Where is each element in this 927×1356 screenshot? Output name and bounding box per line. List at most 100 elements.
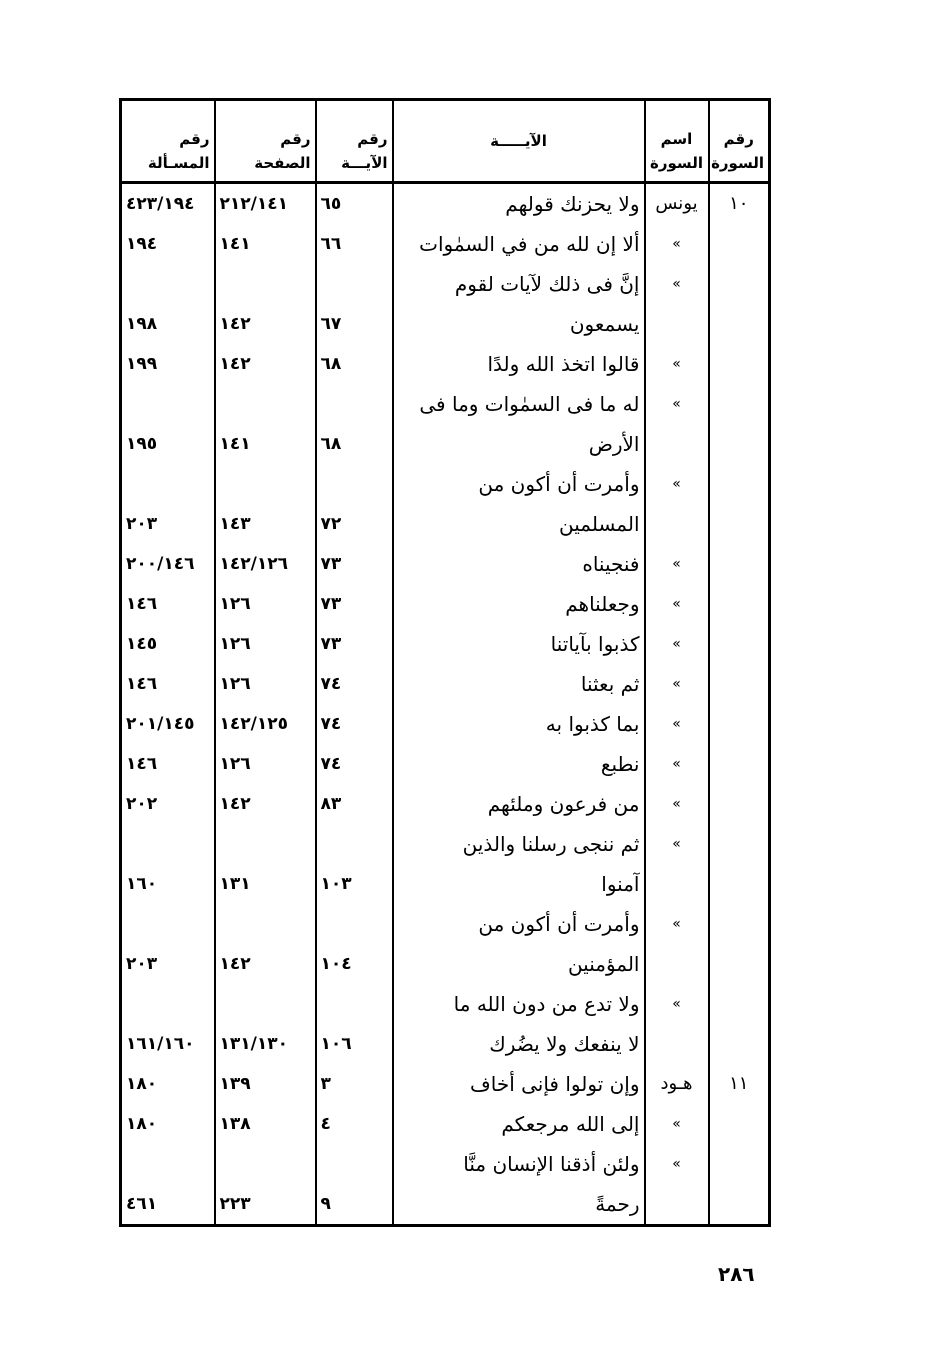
ayah-text-cell: ولا تدع من دون الله ما لا ينفعك ولا يضُرك bbox=[391, 984, 646, 1064]
ayah-line: وأمرت أن أكون من bbox=[478, 912, 640, 936]
sura-name-cell: » bbox=[643, 264, 710, 344]
issue-number-cell-text: ١٤٦ bbox=[126, 754, 158, 774]
ayah-text-cell: من فرعون وملئهم bbox=[391, 784, 646, 824]
sura-number-cell-text bbox=[714, 544, 765, 584]
page-number-cell: ١٤٢ bbox=[213, 904, 317, 984]
table-row: » وأمرت أن أكون من المسلمين ٧٢ ١٤٣ ٢٠٣ bbox=[119, 464, 771, 544]
page-number-cell-text: ١٤٢ bbox=[219, 314, 251, 334]
ayah-number-cell: ٩ bbox=[314, 1144, 394, 1226]
issue-number-cell-text: ١٩٨ bbox=[126, 314, 158, 334]
ayah-line: إلى الله مرجعكم bbox=[501, 1112, 640, 1136]
ayah-text-cell: إلى الله مرجعكم bbox=[391, 1104, 646, 1144]
sura-name-cell-text: » bbox=[672, 716, 681, 732]
sura-name-cell: » bbox=[643, 704, 710, 744]
page-number-cell: ١٤١ bbox=[213, 384, 317, 464]
page-number-cell-text: ١٤٢/١٢٦ bbox=[219, 554, 288, 574]
issue-number-cell: ١٨٠ bbox=[119, 1064, 216, 1104]
issue-number-cell: ٤٢٣/١٩٤ bbox=[119, 182, 216, 224]
ayah-number-cell: ١٠٦ bbox=[314, 984, 394, 1064]
ayah-text-cell: وأمرت أن أكون من المؤمنين bbox=[391, 904, 646, 984]
ayah-text-cell: وأمرت أن أكون من المسلمين bbox=[391, 464, 646, 544]
page-number-cell-text: ١٣٩ bbox=[219, 1074, 251, 1094]
page-number-cell-text: ١٤١ bbox=[219, 234, 251, 254]
page-number-cell: ٢١٢/١٤١ bbox=[213, 182, 317, 224]
issue-number-cell-text: ١٩٥ bbox=[126, 434, 158, 454]
page-number-cell: ١٢٦ bbox=[213, 584, 317, 624]
sura-number-cell bbox=[707, 584, 771, 624]
ayah-line: من فرعون وملئهم bbox=[487, 792, 640, 816]
ayah-text-cell: وإن تولوا فإنى أخاف bbox=[391, 1064, 646, 1104]
ayah-number-cell-text: ٩ bbox=[320, 1194, 331, 1214]
page-number-cell-text: ١٤٢ bbox=[219, 954, 251, 974]
sura-name-cell: » bbox=[643, 624, 710, 664]
ayah-number-cell: ٦٨ bbox=[314, 384, 394, 464]
ayah-line: ثم بعثنا bbox=[580, 672, 640, 696]
ayah-number-cell-text: ٧٢ bbox=[320, 514, 342, 534]
sura-number-cell-text: ١٠ bbox=[729, 193, 749, 214]
ayah-number-cell-text: ٨٣ bbox=[320, 794, 342, 814]
sura-name-cell-text: » bbox=[672, 236, 681, 252]
ayah-text-cell: نطبع bbox=[391, 744, 646, 784]
sura-name-cell-text: » bbox=[672, 676, 681, 692]
ayah-number-cell-text: ٧٣ bbox=[320, 594, 342, 614]
page-number-cell: ١٤٣ bbox=[213, 464, 317, 544]
page-number-cell-text: ٢٢٣ bbox=[219, 1194, 251, 1214]
ayah-text-cell: بما كذبوا به bbox=[391, 704, 646, 744]
sura-name-cell: » bbox=[643, 824, 710, 904]
issue-number-cell: ١٩٤ bbox=[119, 224, 216, 264]
table-row: » وجعلناهم ٧٣ ١٢٦ ١٤٦ bbox=[119, 584, 771, 624]
sura-number-cell bbox=[707, 904, 771, 984]
table-row: » ثم ننجى رسلنا والذين آمنوا ١٠٣ ١٣١ ١٦٠ bbox=[119, 824, 771, 904]
issue-number-cell-text: ١٩٤ bbox=[126, 234, 158, 254]
table-row: » نطبع ٧٤ ١٢٦ ١٤٦ bbox=[119, 744, 771, 784]
sura-number-cell-text bbox=[714, 984, 765, 1024]
sura-name-cell-text: » bbox=[672, 756, 681, 772]
ayah-number-cell: ٧٣ bbox=[314, 584, 394, 624]
issue-number-cell-text: ١٩٩ bbox=[126, 354, 158, 374]
sura-name-cell-text: » bbox=[672, 396, 681, 412]
ayah-number-cell: ٨٣ bbox=[314, 784, 394, 824]
ayah-line: قالوا اتخذ الله ولدًا bbox=[487, 352, 640, 376]
sura-number-cell bbox=[707, 1104, 771, 1144]
issue-number-cell-text: ١٤٦ bbox=[126, 594, 158, 614]
ayah-number-cell-text: ٧٤ bbox=[320, 714, 342, 734]
sura-number-cell bbox=[707, 704, 771, 744]
page-number-cell-text: ١٢٦ bbox=[219, 674, 251, 694]
ayah-text-cell: ألا إن لله من في السمٰوات bbox=[391, 224, 646, 264]
sura-name-cell: » bbox=[643, 744, 710, 784]
ayah-number-cell-text: ٧٣ bbox=[320, 554, 342, 574]
issue-number-cell: ١٦٠ bbox=[119, 824, 216, 904]
table-row: ١٠ يونس ولا يحزنك قولهم ٦٥ ٢١٢/١٤١ ٤٢٣/١٩٤ bbox=[119, 182, 771, 224]
sura-name-cell: » bbox=[643, 344, 710, 384]
header-page-no: رقم الصفحة bbox=[213, 99, 317, 184]
ayah-number-cell-text: ٧٤ bbox=[320, 754, 342, 774]
sura-number-cell bbox=[707, 744, 771, 784]
header-ayah-no: رقم الآيـــة bbox=[314, 99, 394, 184]
ayah-number-cell: ٧٢ bbox=[314, 464, 394, 544]
sura-name-cell: » bbox=[643, 464, 710, 544]
ayah-line: وجعلناهم bbox=[565, 592, 640, 616]
table-row: ١١ هـود وإن تولوا فإنى أخاف ٣ ١٣٩ ١٨٠ bbox=[119, 1064, 771, 1104]
sura-name-cell: يونس bbox=[643, 182, 710, 224]
header-sura-name: اسم السورة bbox=[643, 99, 710, 184]
sura-number-cell-text bbox=[714, 584, 765, 624]
page-number-cell: ١٤٢/١٢٥ bbox=[213, 704, 317, 744]
sura-number-cell-text bbox=[714, 624, 765, 664]
sura-name-cell-text: » bbox=[672, 796, 681, 812]
issue-number-cell: ١٤٦ bbox=[119, 664, 216, 704]
sura-name-cell-text: » bbox=[672, 596, 681, 612]
sura-name-cell-text: » bbox=[672, 836, 681, 852]
issue-number-cell: ٢٠٣ bbox=[119, 904, 216, 984]
table-row: » وأمرت أن أكون من المؤمنين ١٠٤ ١٤٢ ٢٠٣ bbox=[119, 904, 771, 984]
sura-name-cell-text: » bbox=[672, 996, 681, 1012]
ayah-number-cell-text: ٤ bbox=[320, 1114, 331, 1134]
sura-number-cell-text bbox=[714, 344, 765, 384]
sura-number-cell bbox=[707, 344, 771, 384]
issue-number-cell-text: ٤٦١ bbox=[126, 1194, 158, 1214]
issue-number-cell: ٢٠١/١٤٥ bbox=[119, 704, 216, 744]
issue-number-cell-text: ١٦٠ bbox=[126, 874, 158, 894]
ayah-number-cell: ٣ bbox=[314, 1064, 394, 1104]
ayah-line: المؤمنين bbox=[567, 952, 640, 976]
sura-name-cell: هـود bbox=[643, 1064, 710, 1104]
ayah-line: ألا إن لله من في السمٰوات bbox=[419, 232, 640, 256]
